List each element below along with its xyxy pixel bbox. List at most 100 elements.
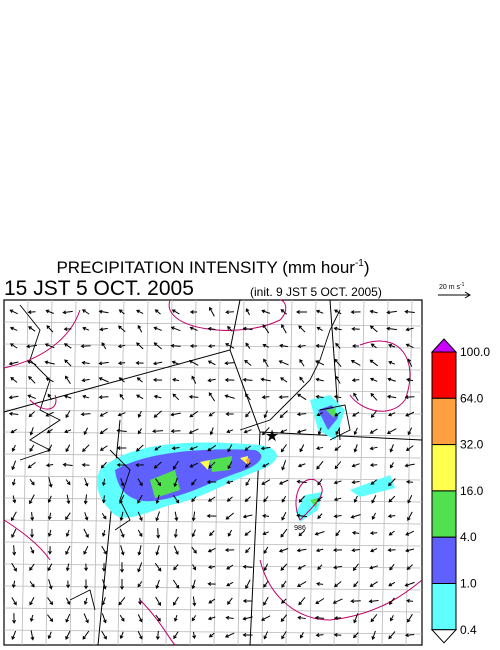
wind-vector <box>170 326 181 332</box>
wind-vector <box>262 462 270 468</box>
wind-vector <box>30 546 35 554</box>
wind-vector <box>225 615 234 620</box>
wind-vector <box>225 343 235 349</box>
wind-vector <box>296 429 307 434</box>
wind-vector <box>100 461 107 469</box>
wind-vector <box>189 326 198 331</box>
wind-vector <box>386 326 397 331</box>
wind-vector <box>154 562 162 572</box>
wind-vector <box>29 614 34 622</box>
wind-vector <box>386 310 397 315</box>
wind-vector <box>350 310 361 315</box>
wind-vector <box>173 477 178 488</box>
wind-vector <box>297 463 306 468</box>
wind-vector <box>350 599 361 604</box>
wind-vector <box>353 392 359 401</box>
wind-vector <box>405 530 415 536</box>
grid-line <box>3 519 423 525</box>
wind-vector <box>387 548 396 553</box>
wind-vector <box>242 377 253 382</box>
wind-vector <box>298 530 306 537</box>
wind-vector <box>188 394 199 399</box>
wind-vector <box>404 395 415 400</box>
wind-vector <box>263 563 269 572</box>
wind-vector <box>101 597 106 606</box>
wind-vector <box>83 545 89 555</box>
wind-vector <box>173 596 179 606</box>
colorbar-label: 32.0 <box>460 438 484 452</box>
wind-vector <box>65 512 71 521</box>
wind-vector <box>189 446 198 451</box>
grid-line <box>3 365 423 371</box>
wind-vector <box>297 564 306 570</box>
init-time: (init. 9 JST 5 OCT. 2005) <box>250 285 382 299</box>
wind-vector <box>173 614 178 622</box>
wind-vector <box>120 545 125 556</box>
wind-vector <box>353 632 359 639</box>
coastline <box>19 304 351 611</box>
wind-vector <box>12 545 17 556</box>
wind-vector <box>155 511 161 522</box>
wind-vector <box>388 360 396 365</box>
wind-vector <box>83 427 89 436</box>
wind-vector <box>208 632 215 638</box>
location-marker: ★ <box>265 428 279 445</box>
grid-line <box>69 299 77 646</box>
wind-vector <box>29 597 35 606</box>
wind-vector <box>314 531 325 536</box>
wind-vector <box>65 479 71 486</box>
wind-vector <box>224 632 235 638</box>
wind-vector <box>262 513 270 518</box>
wind-vector <box>83 597 88 606</box>
wind-vector <box>66 580 71 589</box>
wind-vector <box>207 496 216 502</box>
wind-vector <box>227 444 233 453</box>
wind-vector <box>101 545 107 555</box>
wind-vector <box>208 392 216 402</box>
wind-vector <box>351 463 360 468</box>
wind-vector <box>353 444 358 453</box>
wind-vector <box>296 581 307 587</box>
wind-vector <box>225 412 234 416</box>
wind-vector <box>352 344 360 348</box>
grid-line <box>405 299 413 646</box>
grid-line <box>3 387 423 393</box>
wind-vector <box>407 613 413 623</box>
wind-vector <box>11 444 16 452</box>
wind-vector <box>12 613 17 624</box>
wind-vector <box>171 309 180 315</box>
precip <box>200 456 248 470</box>
wind-vector <box>370 410 377 418</box>
wind-vector <box>137 614 143 623</box>
wind-vector <box>296 513 307 518</box>
wind-vector <box>101 613 107 624</box>
wind-vector <box>296 548 307 553</box>
wind-vector <box>207 444 217 452</box>
wind-vector <box>245 478 251 487</box>
wind-vector <box>9 343 18 349</box>
wind-vector <box>155 596 161 607</box>
wind-vector <box>171 360 180 365</box>
wind-vector <box>99 428 108 435</box>
wind-vector <box>333 565 343 570</box>
wind-vector <box>81 360 90 365</box>
wind-vector <box>152 377 163 382</box>
wind-vector <box>333 497 342 502</box>
wind-vector <box>118 325 126 333</box>
precip <box>150 408 336 508</box>
wind-vector <box>84 512 89 521</box>
wind-vector <box>117 412 126 417</box>
wind-vector <box>387 478 396 487</box>
wind-vector <box>209 427 214 436</box>
grid-line <box>3 497 423 503</box>
wind-vector <box>137 511 143 522</box>
wind-vector <box>405 548 415 553</box>
wind-vector <box>172 393 180 401</box>
wind-vector <box>155 494 160 504</box>
wind-vector <box>207 548 216 553</box>
wind-vector <box>82 630 90 640</box>
wind-vector <box>407 427 413 436</box>
wind-vectors <box>8 306 415 641</box>
wind-vector <box>386 428 397 434</box>
wind-vector <box>29 444 35 452</box>
